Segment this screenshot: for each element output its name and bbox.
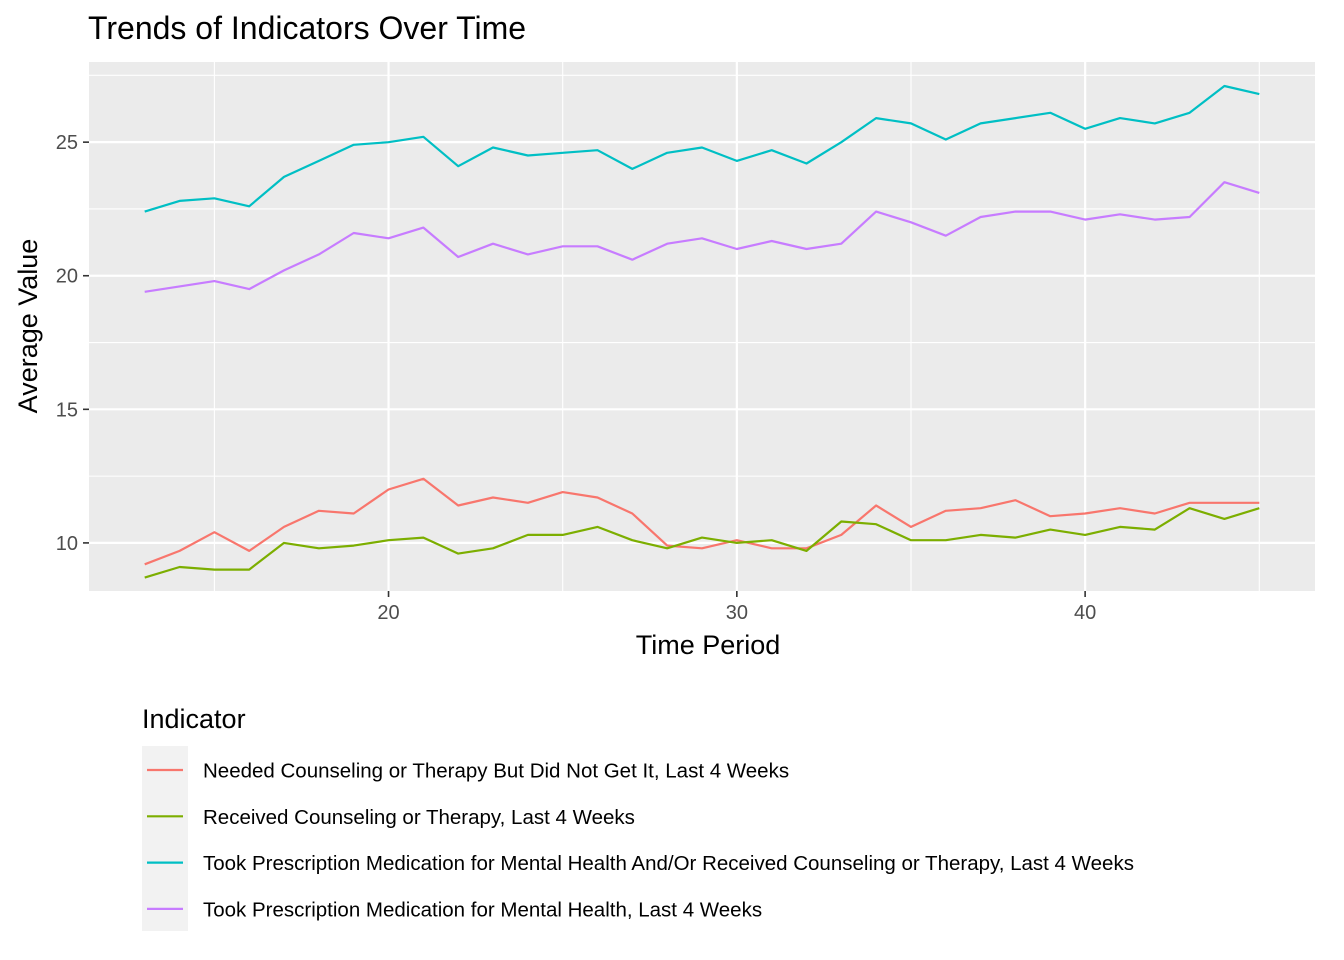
axis-ticks: 20 30 40 10 15 20 25: [56, 132, 1097, 624]
series-lines: [144, 84, 1260, 579]
legend: Indicator Needed Counseling or Therapy B…: [142, 704, 1134, 931]
y-axis-title: Average Value: [13, 239, 43, 414]
x-tick-label: 30: [726, 602, 748, 624]
y-tick-label: 20: [56, 266, 78, 288]
series-line-2: [144, 507, 1260, 579]
legend-label-4: Took Prescription Medication for Mental …: [203, 898, 762, 921]
grid-minor-lines: [89, 62, 1315, 591]
legend-title: Indicator: [142, 704, 246, 734]
x-tick-label: 20: [377, 602, 399, 624]
grid-major-lines: [89, 62, 1315, 591]
legend-keys-background: [142, 746, 188, 931]
x-tick-label: 40: [1074, 602, 1096, 624]
legend-label-2: Received Counseling or Therapy, Last 4 W…: [203, 806, 635, 829]
y-tick-label: 10: [56, 533, 78, 555]
chart-title: Trends of Indicators Over Time: [88, 10, 526, 46]
y-tick-label: 25: [56, 132, 78, 154]
series-line-3: [144, 84, 1260, 213]
plot-panel: [89, 62, 1315, 591]
legend-label-3: Took Prescription Medication for Mental …: [203, 852, 1134, 875]
series-line-1: [144, 477, 1260, 566]
legend-label-1: Needed Counseling or Therapy But Did Not…: [203, 760, 789, 783]
series-line-4: [144, 181, 1260, 293]
x-axis-title: Time Period: [636, 630, 781, 660]
y-tick-label: 15: [56, 399, 78, 421]
